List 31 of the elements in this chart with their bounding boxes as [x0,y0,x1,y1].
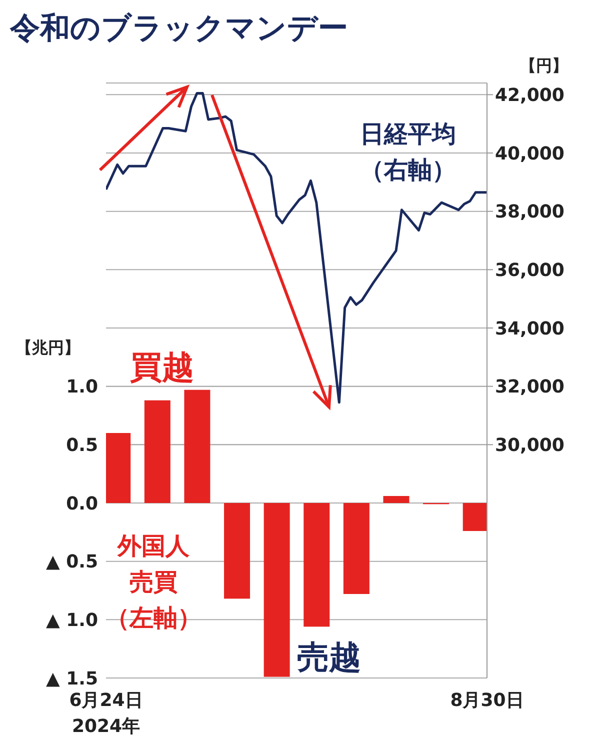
y-tick-label: ▲ 1.0 [46,610,98,632]
y-tick-label: 0.5 [66,435,98,456]
y2-tick-label: 36,000 [495,260,564,282]
y2-tick-label: 38,000 [495,202,564,223]
bar [343,503,370,594]
bar [383,496,410,503]
annotation: 売越 [297,637,361,678]
y2-tick-label: 34,000 [495,318,564,340]
y-axis-title: 【兆円】 [16,338,80,359]
y2-tick-label: 32,000 [495,376,564,398]
x-tick-label: 6月24日 2024年 [69,690,143,737]
x-tick-label: 8月30日 [450,690,524,711]
chart-title: 令和のブラックマンデー [10,10,348,48]
line-series [106,92,487,404]
y-tick-label: ▲ 1.5 [46,668,98,690]
y-tick-label: 1.0 [66,376,98,398]
y2-tick-label: 42,000 [495,85,564,106]
y2-tick-label: 40,000 [495,143,564,164]
bar [106,433,131,503]
series-label: 外国人売買（左軸） [106,531,202,634]
y-tick-label: 0.0 [66,493,98,514]
bar [304,503,330,627]
y2-axis-title: 【円】 [520,56,568,77]
series-label: 日経平均（右軸） [360,119,456,186]
y2-tick-label: 30,000 [495,435,564,456]
bar [144,400,170,503]
bar [184,390,210,503]
annotation: 買越 [130,347,194,388]
bar [264,503,290,677]
y-tick-label: ▲ 0.5 [46,552,98,573]
bar [224,503,250,599]
